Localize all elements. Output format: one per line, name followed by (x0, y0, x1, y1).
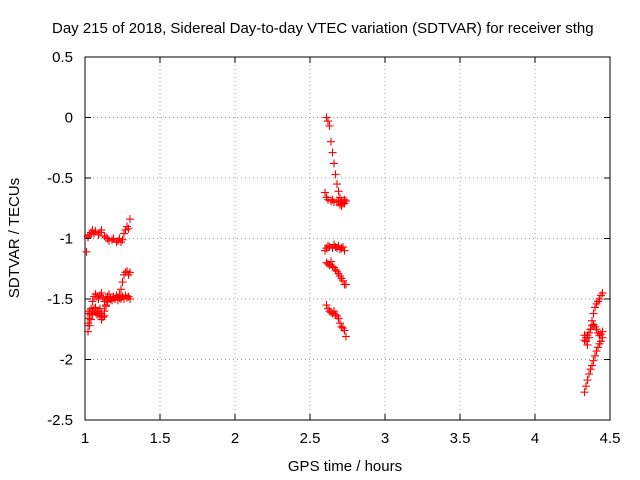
data-point (334, 196, 343, 205)
data-point (585, 333, 593, 342)
data-point (85, 314, 94, 323)
data-point (594, 343, 602, 352)
y-tick-label: 0 (65, 110, 73, 127)
data-point (585, 370, 593, 379)
data-point (582, 382, 590, 391)
data-point (340, 326, 349, 335)
data-point (340, 246, 349, 255)
x-tick-label: 1.5 (150, 430, 171, 447)
data-point (331, 170, 340, 179)
data-point (322, 113, 331, 122)
data-point (94, 295, 103, 303)
data-point (334, 314, 343, 323)
data-point (117, 285, 125, 294)
data-point (337, 201, 346, 210)
tick-layer: 1 1.5 2 2.5 3 3.5 4 4.5 0.5 0 -0.5 -1 -1.5 -2 -2.5 (47, 49, 620, 447)
data-point (339, 242, 347, 251)
x-tick-label: 4 (531, 430, 539, 447)
data-point (333, 180, 341, 189)
data-point (342, 332, 350, 341)
data-point (595, 295, 604, 303)
data-point (324, 241, 332, 250)
data-point (589, 309, 598, 318)
data-point (334, 187, 343, 196)
y-axis-label: SDTVAR / TECUs (6, 178, 23, 298)
data-point (100, 311, 109, 320)
x-tick-label: 2 (231, 430, 239, 447)
y-tick-label: -1 (60, 231, 73, 248)
x-tick-label: 3 (381, 430, 389, 447)
x-tick-label: 2.5 (300, 430, 321, 447)
x-tick-label: 3.5 (450, 430, 471, 447)
data-point (583, 340, 592, 349)
data-point (327, 257, 335, 266)
data-point (598, 288, 607, 297)
data-point (82, 247, 91, 256)
plot-frame (84, 56, 611, 421)
data-point (102, 301, 110, 310)
data-point (87, 315, 95, 324)
data-point (85, 321, 94, 330)
data-point (327, 137, 335, 146)
data-point (126, 295, 134, 303)
data-point (99, 313, 107, 322)
data-point (589, 356, 598, 365)
data-point (597, 337, 605, 346)
data-point (96, 304, 104, 313)
y-tick-label: -0.5 (47, 170, 73, 187)
data-point (97, 288, 106, 297)
y-tick-label: -1.5 (47, 291, 73, 308)
data-point (93, 310, 101, 319)
data-point (586, 325, 595, 334)
data-point (120, 229, 128, 238)
x-axis-label: GPS time / hours (288, 458, 402, 475)
data-point (588, 316, 596, 325)
data-point (598, 327, 607, 336)
data-point (336, 193, 344, 202)
data-point (124, 224, 133, 233)
data-point (325, 121, 334, 130)
data-point (118, 235, 127, 244)
data-point (592, 347, 601, 356)
data-point (342, 280, 350, 289)
data-point (118, 278, 127, 287)
data-point (580, 331, 589, 340)
data-point (591, 303, 599, 312)
chart-title: Day 215 of 2018, Sidereal Day-to-day VTE… (52, 20, 594, 37)
grid-layer (85, 57, 610, 420)
y-tick-label: 0.5 (52, 49, 73, 66)
data-point (583, 376, 592, 385)
data-point (328, 148, 337, 157)
data-point (330, 307, 338, 316)
data-point (84, 233, 92, 242)
data-point (321, 188, 329, 197)
data-point (322, 301, 331, 310)
data-point (108, 235, 116, 244)
data-point (84, 327, 92, 336)
data-point (580, 388, 589, 397)
data-point (588, 361, 596, 370)
data-point (340, 195, 349, 204)
data-point (97, 226, 106, 235)
x-tick-label: 1 (81, 430, 89, 447)
data-point (330, 159, 338, 168)
data-point (126, 268, 134, 277)
data-point (324, 117, 332, 126)
data-point (336, 319, 344, 328)
data-point (586, 365, 595, 374)
data-point (591, 351, 599, 360)
y-tick-label: -2 (60, 352, 73, 369)
y-tick-label: -2.5 (47, 412, 73, 429)
marker-layer (82, 113, 607, 397)
data-point (103, 297, 112, 306)
data-point (88, 297, 97, 306)
x-tick-label: 4.5 (600, 430, 621, 447)
data-point (126, 215, 134, 224)
